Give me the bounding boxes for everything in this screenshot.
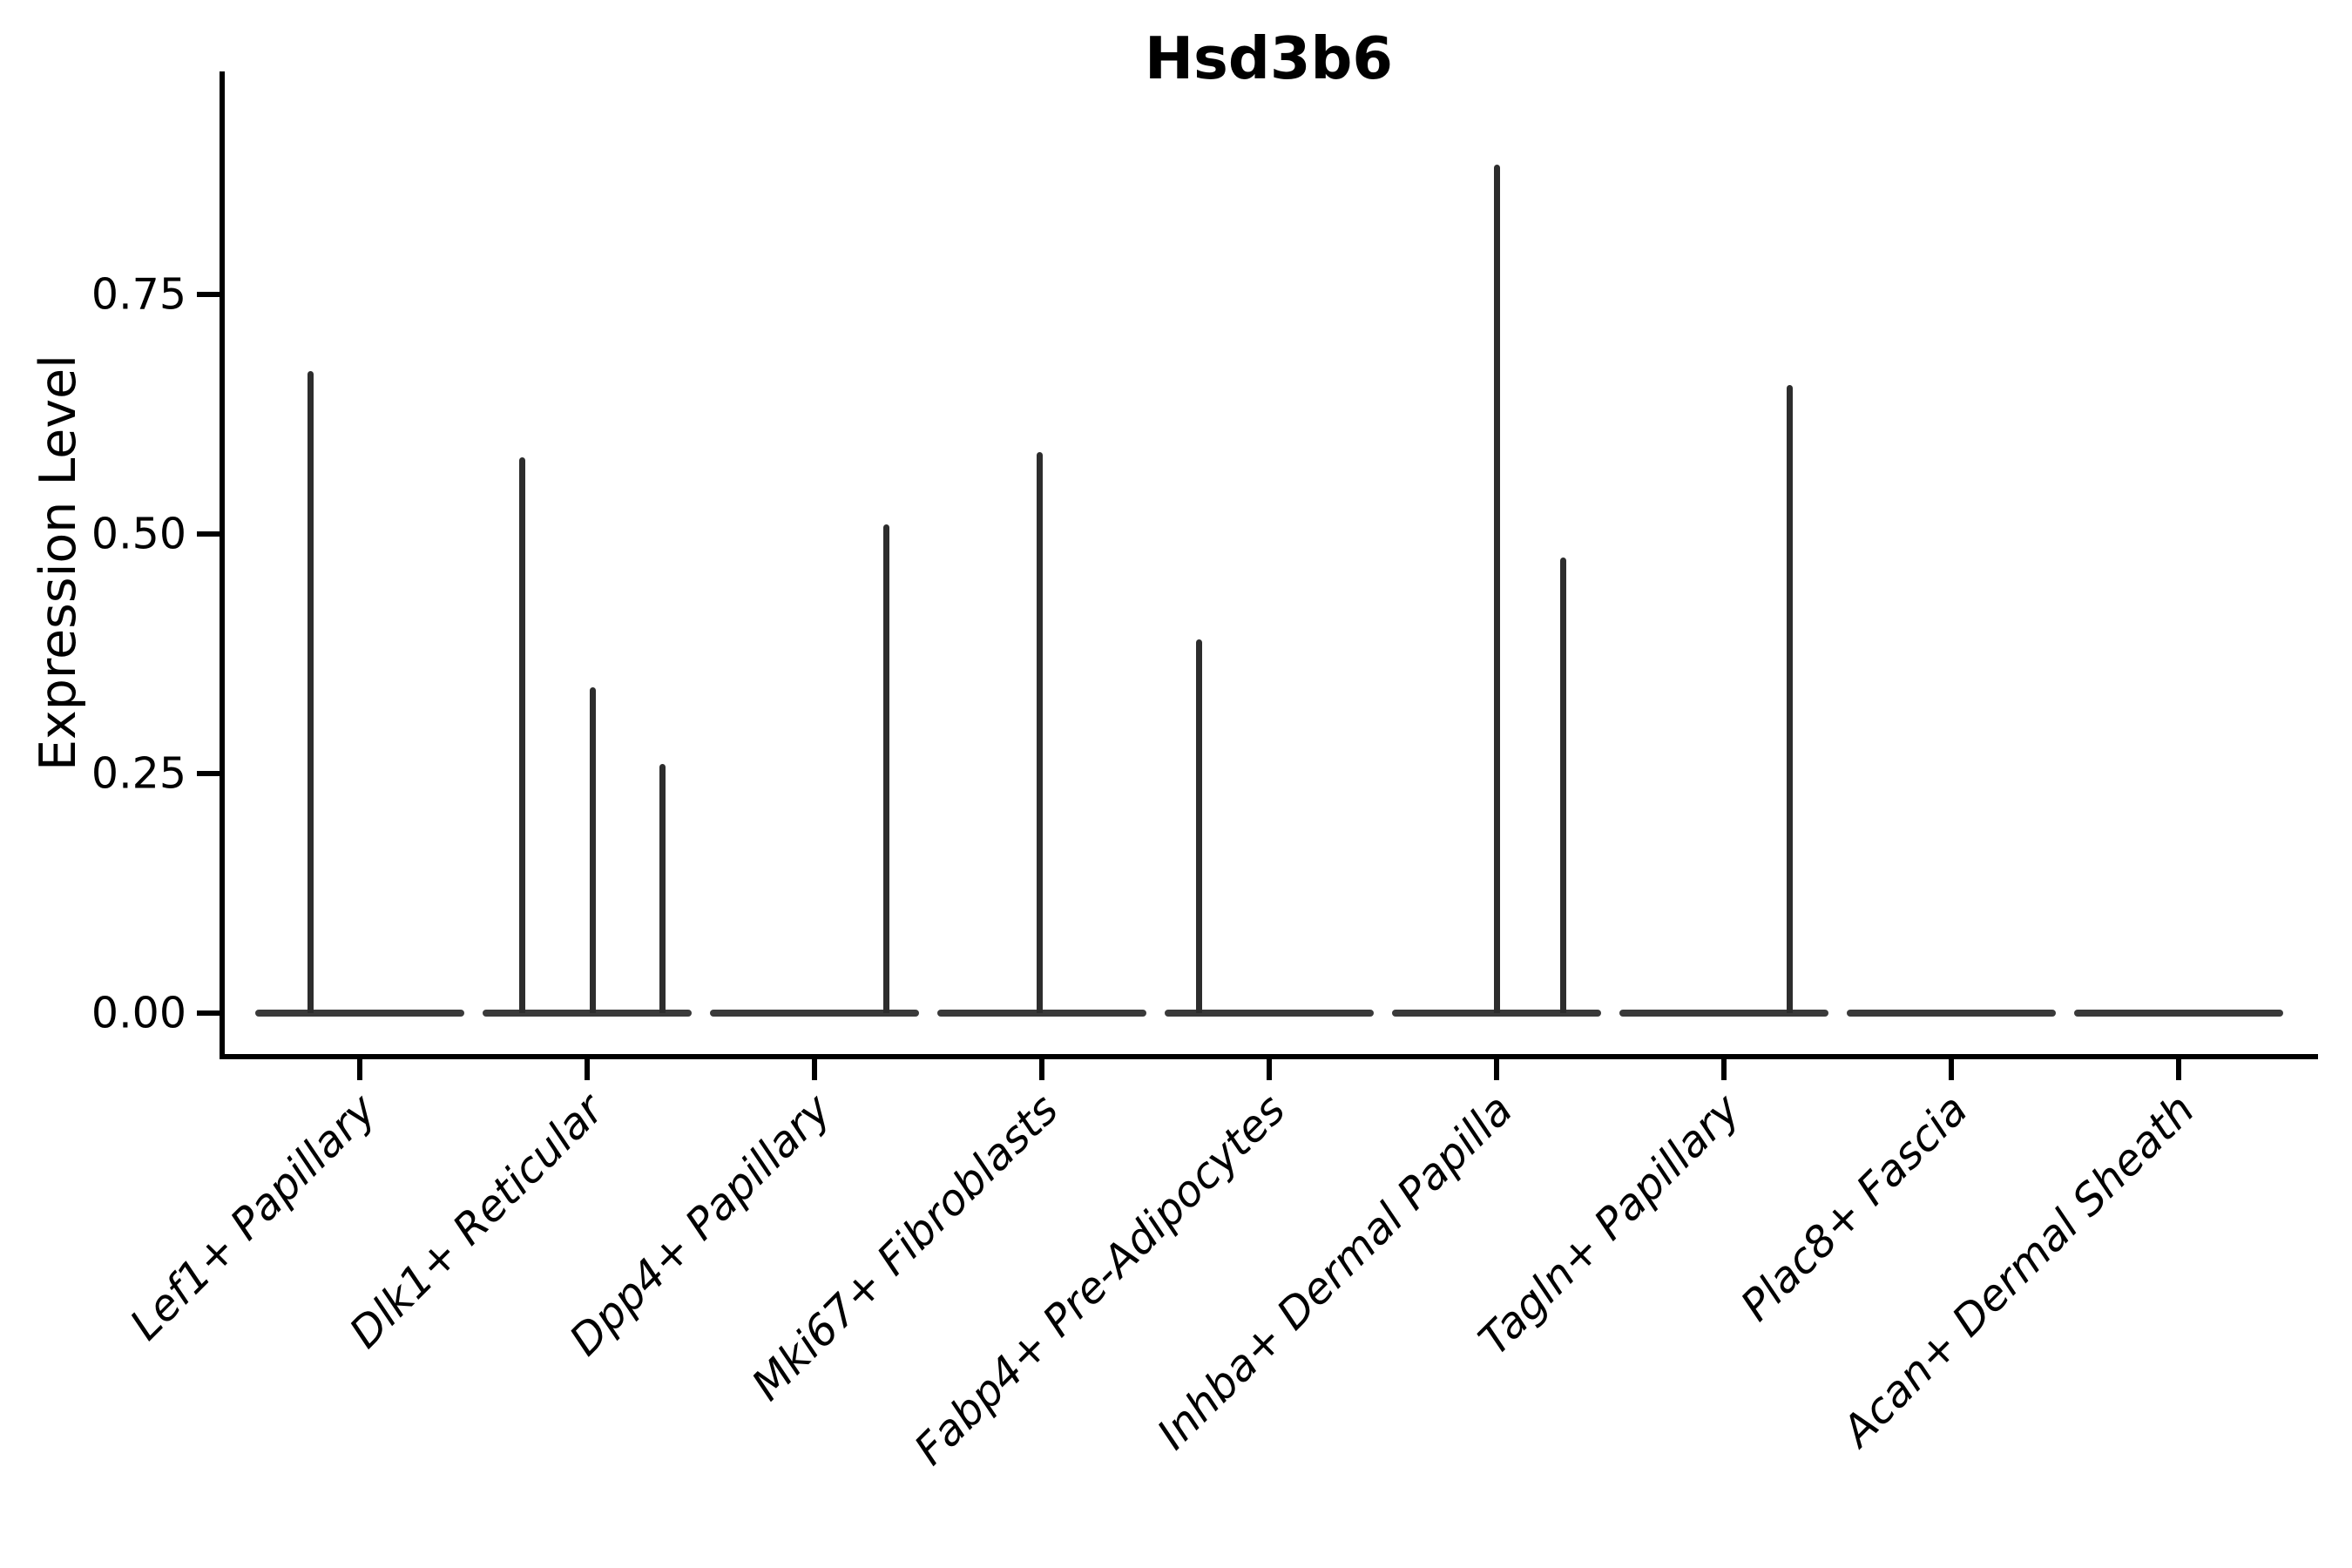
x-tick-label: Fabp4+ Pre-Adipocytes — [904, 1085, 1295, 1475]
violin-baseline — [710, 1010, 919, 1017]
y-axis-label: Expression Level — [30, 355, 87, 771]
x-tick — [1949, 1059, 1954, 1080]
violin-baseline — [255, 1010, 464, 1017]
chart-title: Hsd3b6 — [1144, 24, 1394, 92]
x-tick — [585, 1059, 590, 1080]
y-tick — [197, 771, 220, 776]
x-tick — [2176, 1059, 2181, 1080]
y-tick — [197, 531, 220, 537]
x-tick — [1039, 1059, 1044, 1080]
violin-baseline — [2074, 1010, 2283, 1017]
violin-spike — [1787, 385, 1793, 1013]
x-tick-label: Plac8+ Fascia — [1731, 1085, 1977, 1331]
violin-spike — [308, 371, 314, 1013]
violin-spike — [659, 764, 666, 1013]
violin-spike — [1037, 452, 1043, 1013]
x-tick-label: Lef1+ Papillary — [120, 1085, 386, 1350]
violin-spike — [1196, 639, 1202, 1013]
violin-baseline — [1847, 1010, 2056, 1017]
x-tick — [357, 1059, 362, 1080]
violin-spike — [1494, 165, 1500, 1013]
y-axis-spine — [220, 71, 225, 1059]
violin-baseline — [1165, 1010, 1374, 1017]
x-tick — [1494, 1059, 1499, 1080]
y-tick — [197, 292, 220, 297]
y-tick — [197, 1010, 220, 1016]
violin-spike — [590, 687, 596, 1013]
x-axis-spine — [220, 1054, 2318, 1059]
violin-spike — [519, 457, 525, 1013]
y-tick-label: 0.00 — [91, 988, 186, 1038]
x-tick — [1721, 1059, 1727, 1080]
violin-baseline — [483, 1010, 692, 1017]
x-tick-label: Dlk1+ Reticular — [339, 1085, 613, 1358]
y-tick-label: 0.75 — [91, 269, 186, 320]
violin-baseline — [937, 1010, 1146, 1017]
x-tick — [1267, 1059, 1272, 1080]
y-tick-label: 0.25 — [91, 748, 186, 799]
violin-spike — [883, 524, 889, 1013]
x-tick — [812, 1059, 817, 1080]
violin-baseline — [1619, 1010, 1828, 1017]
violin-spike — [1560, 558, 1566, 1013]
violin-baseline — [1392, 1010, 1601, 1017]
y-tick-label: 0.50 — [91, 509, 186, 559]
